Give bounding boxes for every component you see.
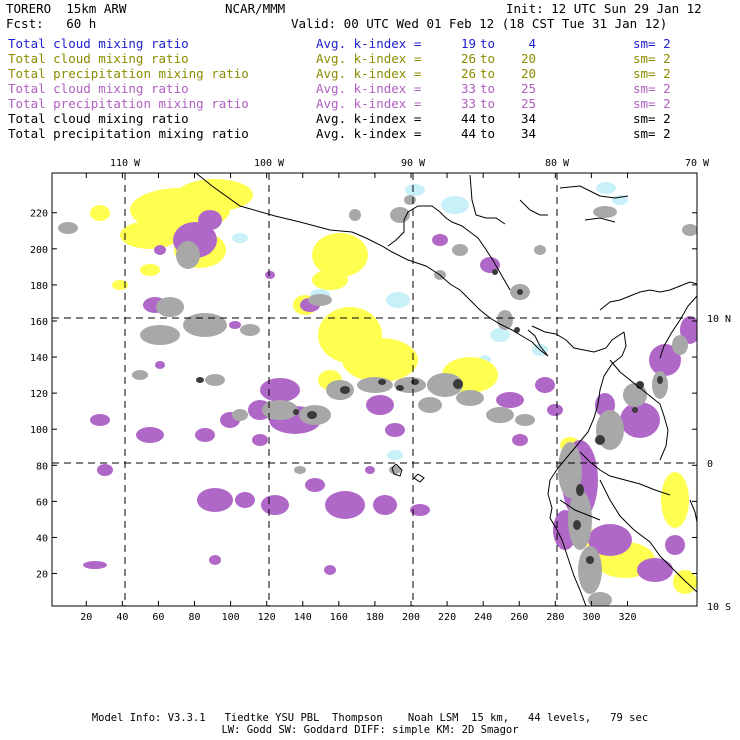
- legend-field-name: Total cloud mixing ratio: [8, 36, 189, 51]
- legend-from-value: 33: [460, 81, 476, 96]
- legend-field-name: Total cloud mixing ratio: [8, 81, 189, 96]
- legend-to-word: to: [480, 36, 496, 51]
- legend-smoothing: sm= 2: [633, 66, 671, 81]
- y-tick-label: 140: [30, 353, 48, 364]
- longitude-label: 110 W: [110, 158, 141, 169]
- legend-to-word: to: [480, 126, 496, 141]
- legend-end-value: 25: [520, 96, 536, 111]
- legend-end-value: 25: [520, 81, 536, 96]
- legend-from-value: 26: [460, 66, 476, 81]
- legend-field-name: Total precipitation mixing ratio: [8, 126, 249, 141]
- y-tick-label: 220: [30, 209, 48, 220]
- x-tick-label: 300: [582, 612, 600, 623]
- legend-field-name: Total precipitation mixing ratio: [8, 96, 249, 111]
- legend-from-value: 26: [460, 51, 476, 66]
- model-info-line1: Model Info: V3.3.1 Tiedtke YSU PBL Thomp…: [91, 712, 649, 724]
- legend-from-value: 33: [460, 96, 476, 111]
- legend-smoothing: sm= 2: [633, 51, 671, 66]
- x-tick-label: 280: [546, 612, 564, 623]
- legend-end-value: 20: [520, 51, 536, 66]
- longitude-label: 80 W: [545, 158, 570, 169]
- legend-avg-label: Avg. k-index =: [316, 111, 422, 126]
- legend-end-value: 20: [520, 66, 536, 81]
- x-tick-label: 40: [116, 612, 128, 623]
- init-time: Init: 12 UTC Sun 29 Jan 12: [506, 1, 702, 16]
- x-tick-label: 160: [330, 612, 348, 623]
- latitude-label: 10 S: [707, 602, 731, 613]
- legend-avg-label: Avg. k-index =: [316, 81, 422, 96]
- legend-from-value: 19: [460, 36, 476, 51]
- organization: NCAR/MMM: [225, 1, 286, 16]
- y-tick-label: 160: [30, 317, 48, 328]
- forecast-hour: Fcst: 60 h: [6, 16, 97, 31]
- x-tick-label: 180: [366, 612, 384, 623]
- legend-field-name: Total cloud mixing ratio: [8, 111, 189, 126]
- legend-end-value: 34: [520, 126, 536, 141]
- coastlines: [195, 173, 697, 606]
- legend-avg-label: Avg. k-index =: [316, 96, 422, 111]
- legend-from-value: 44: [460, 111, 476, 126]
- legend-field-name: Total precipitation mixing ratio: [8, 66, 249, 81]
- legend-to-word: to: [480, 66, 496, 81]
- longitude-label: 90 W: [401, 158, 426, 169]
- x-tick-label: 260: [510, 612, 528, 623]
- legend-smoothing: sm= 2: [633, 96, 671, 111]
- y-tick-label: 180: [30, 281, 48, 292]
- latitude-label: 0: [707, 459, 713, 470]
- x-tick-label: 140: [294, 612, 312, 623]
- legend-from-value: 44: [460, 126, 476, 141]
- legend-to-word: to: [480, 96, 496, 111]
- legend-to-word: to: [480, 81, 496, 96]
- y-tick-label: 80: [36, 461, 48, 472]
- model-info-line2: LW: Godd SW: Goddard DIFF: simple KM: 2D…: [221, 724, 519, 736]
- legend-to-word: to: [480, 111, 496, 126]
- legend-avg-label: Avg. k-index =: [316, 66, 422, 81]
- latitude-label: 10 N: [707, 314, 731, 325]
- legend-avg-label: Avg. k-index =: [316, 51, 422, 66]
- y-tick-label: 200: [30, 245, 48, 256]
- legend-avg-label: Avg. k-index =: [316, 126, 422, 141]
- y-tick-label: 60: [36, 497, 48, 508]
- x-tick-label: 220: [438, 612, 456, 623]
- x-tick-label: 80: [188, 612, 200, 623]
- y-tick-label: 120: [30, 389, 48, 400]
- y-tick-label: 40: [36, 533, 48, 544]
- legend-smoothing: sm= 2: [633, 111, 671, 126]
- longitude-label: 70 W: [685, 158, 710, 169]
- axis-ticks: [52, 173, 697, 606]
- y-tick-label: 20: [36, 570, 48, 581]
- valid-time: Valid: 00 UTC Wed 01 Feb 12 (18 CST Tue …: [291, 16, 668, 31]
- legend-smoothing: sm= 2: [633, 126, 671, 141]
- x-tick-label: 20: [80, 612, 92, 623]
- x-tick-label: 240: [474, 612, 492, 623]
- legend-to-word: to: [480, 51, 496, 66]
- lat-lon-grid: [52, 173, 697, 606]
- x-tick-label: 60: [152, 612, 164, 623]
- x-tick-label: 120: [258, 612, 276, 623]
- axis-labels: 20 40 60 80 100 120 140 160 180 200 220 240 260 280 30…: [30, 158, 731, 623]
- model-title: TORERO 15km ARW: [6, 1, 127, 16]
- x-tick-label: 320: [618, 612, 636, 623]
- legend-field-name: Total cloud mixing ratio: [8, 51, 189, 66]
- legend-avg-label: Avg. k-index =: [316, 36, 422, 51]
- legend-smoothing: sm= 2: [633, 81, 671, 96]
- legend-end-value: 4: [528, 36, 536, 51]
- longitude-label: 100 W: [254, 158, 285, 169]
- legend-end-value: 34: [520, 111, 536, 126]
- y-tick-label: 100: [30, 425, 48, 436]
- x-tick-label: 100: [222, 612, 240, 623]
- legend-smoothing: sm= 2: [633, 36, 671, 51]
- x-tick-label: 200: [402, 612, 420, 623]
